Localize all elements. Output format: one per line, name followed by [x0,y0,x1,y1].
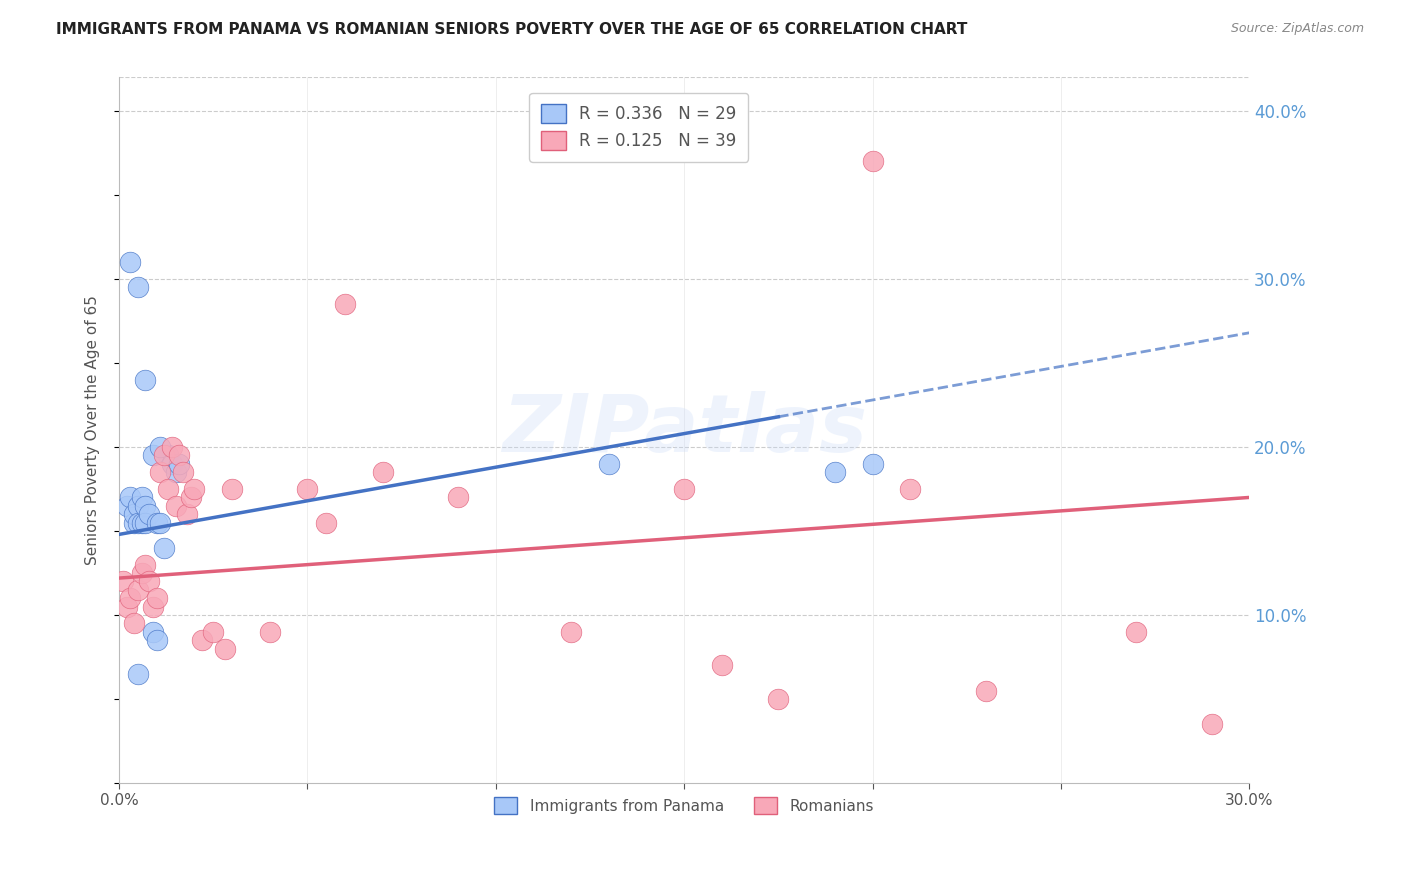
Point [169,449,191,463]
Point [120,491,142,505]
Point [176,508,198,522]
Point [160,457,183,471]
Point [898,482,921,496]
Point [127,280,149,294]
Point [138,508,160,522]
Point [138,574,160,589]
Point [165,465,187,479]
Point [145,516,167,530]
Point [157,482,180,496]
Point [145,591,167,606]
Point [768,692,790,706]
Point [157,449,180,463]
Point [183,482,205,496]
Point [142,449,165,463]
Point [153,541,176,555]
Y-axis label: Seniors Poverty Over the Age of 65: Seniors Poverty Over the Age of 65 [86,295,100,566]
Point [134,516,156,530]
Point [111,574,134,589]
Point [131,566,153,580]
Point [134,499,156,513]
Point [315,516,337,530]
Point [214,641,236,656]
Point [149,440,172,454]
Point [297,482,319,496]
Point [862,154,884,169]
Point [122,508,145,522]
Point [145,633,167,648]
Point [191,633,214,648]
Point [127,666,149,681]
Point [142,624,165,639]
Point [131,491,153,505]
Point [1201,717,1223,731]
Point [824,465,846,479]
Point [134,558,156,572]
Point [598,457,620,471]
Point [160,440,183,454]
Point [172,465,194,479]
Point [115,599,138,614]
Text: IMMIGRANTS FROM PANAMA VS ROMANIAN SENIORS POVERTY OVER THE AGE OF 65 CORRELATIO: IMMIGRANTS FROM PANAMA VS ROMANIAN SENIO… [56,22,967,37]
Point [447,491,470,505]
Point [149,516,172,530]
Point [333,297,356,311]
Point [120,255,142,269]
Point [259,624,281,639]
Point [149,465,172,479]
Text: ZIPatlas: ZIPatlas [502,392,866,469]
Point [127,516,149,530]
Point [122,616,145,631]
Point [710,658,733,673]
Point [180,491,202,505]
Point [165,499,187,513]
Point [134,373,156,387]
Point [127,499,149,513]
Point [142,599,165,614]
Point [120,591,142,606]
Text: Source: ZipAtlas.com: Source: ZipAtlas.com [1230,22,1364,36]
Point [974,683,997,698]
Point [115,499,138,513]
Point [122,516,145,530]
Point [202,624,225,639]
Point [169,457,191,471]
Point [221,482,243,496]
Point [371,465,394,479]
Point [862,457,884,471]
Point [131,516,153,530]
Point [673,482,696,496]
Point [153,449,176,463]
Point [127,582,149,597]
Legend: Immigrants from Panama, Romanians: Immigrants from Panama, Romanians [484,787,884,825]
Point [560,624,582,639]
Point [1125,624,1147,639]
